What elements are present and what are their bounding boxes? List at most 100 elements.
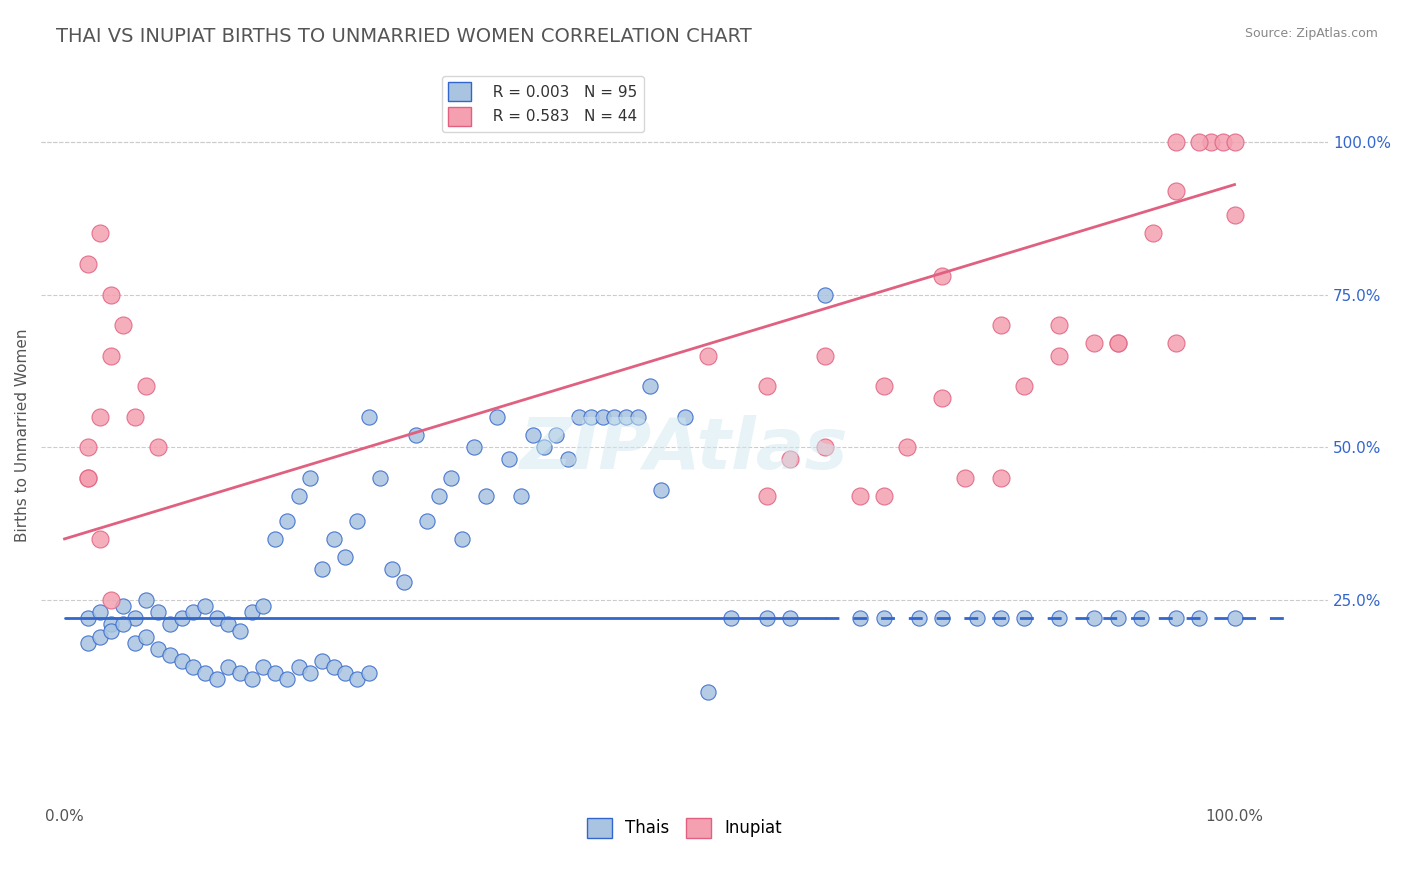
Point <box>194 599 217 613</box>
Point <box>697 349 720 363</box>
Point <box>1199 135 1222 149</box>
Point <box>614 409 637 424</box>
Point <box>77 257 100 271</box>
Point <box>416 514 439 528</box>
Point <box>77 471 100 485</box>
Point <box>370 471 392 485</box>
Point <box>697 684 720 698</box>
Point <box>111 318 134 332</box>
Point <box>650 483 672 497</box>
Point <box>276 673 298 687</box>
Point <box>229 624 252 638</box>
Point <box>579 409 602 424</box>
Point <box>1212 135 1234 149</box>
Point <box>474 489 496 503</box>
Point <box>544 428 567 442</box>
Point <box>77 440 100 454</box>
Point <box>405 428 427 442</box>
Point <box>170 654 193 668</box>
Point <box>229 666 252 681</box>
Point <box>100 624 122 638</box>
Point <box>522 428 544 442</box>
Y-axis label: Births to Unmarried Women: Births to Unmarried Women <box>15 328 30 541</box>
Point <box>1083 336 1105 351</box>
Point <box>100 593 122 607</box>
Point <box>217 617 239 632</box>
Point <box>931 269 953 284</box>
Point <box>755 489 778 503</box>
Point <box>931 611 953 625</box>
Point <box>1223 208 1246 222</box>
Point <box>990 611 1012 625</box>
Point <box>1107 611 1129 625</box>
Point <box>335 666 357 681</box>
Point <box>146 605 169 619</box>
Point <box>287 660 309 674</box>
Point <box>89 630 111 644</box>
Point <box>124 636 146 650</box>
Point <box>1083 611 1105 625</box>
Point <box>205 611 228 625</box>
Point <box>357 409 380 424</box>
Point <box>1164 611 1187 625</box>
Point <box>159 648 181 662</box>
Point <box>335 550 357 565</box>
Point <box>990 471 1012 485</box>
Point <box>779 611 801 625</box>
Point <box>557 452 579 467</box>
Point <box>77 636 100 650</box>
Point <box>1188 611 1211 625</box>
Point <box>1223 135 1246 149</box>
Point <box>264 666 287 681</box>
Point <box>814 349 837 363</box>
Point <box>89 227 111 241</box>
Point <box>1107 336 1129 351</box>
Point <box>872 611 894 625</box>
Legend: Thais, Inupiat: Thais, Inupiat <box>581 811 789 845</box>
Point <box>849 611 872 625</box>
Point <box>217 660 239 674</box>
Point <box>252 660 274 674</box>
Point <box>135 630 157 644</box>
Point <box>89 409 111 424</box>
Point <box>264 532 287 546</box>
Point <box>146 641 169 656</box>
Point <box>451 532 474 546</box>
Point <box>287 489 309 503</box>
Point <box>931 392 953 406</box>
Point <box>346 673 368 687</box>
Point <box>124 611 146 625</box>
Point <box>907 611 929 625</box>
Point <box>135 379 157 393</box>
Point <box>814 287 837 301</box>
Point <box>135 593 157 607</box>
Point <box>1223 611 1246 625</box>
Point <box>89 532 111 546</box>
Point <box>779 452 801 467</box>
Point <box>1047 611 1070 625</box>
Point <box>357 666 380 681</box>
Point <box>1142 227 1164 241</box>
Point <box>299 666 322 681</box>
Point <box>1164 135 1187 149</box>
Point <box>311 654 333 668</box>
Point <box>1012 379 1035 393</box>
Point <box>77 611 100 625</box>
Point <box>849 489 872 503</box>
Point <box>1164 184 1187 198</box>
Point <box>252 599 274 613</box>
Point <box>194 666 217 681</box>
Point <box>346 514 368 528</box>
Text: THAI VS INUPIAT BIRTHS TO UNMARRIED WOMEN CORRELATION CHART: THAI VS INUPIAT BIRTHS TO UNMARRIED WOME… <box>56 27 752 45</box>
Point <box>100 617 122 632</box>
Point <box>1107 336 1129 351</box>
Point <box>720 611 742 625</box>
Point <box>100 349 122 363</box>
Point <box>322 660 344 674</box>
Point <box>381 562 404 576</box>
Point <box>170 611 193 625</box>
Point <box>990 318 1012 332</box>
Point <box>392 574 415 589</box>
Point <box>205 673 228 687</box>
Point <box>111 617 134 632</box>
